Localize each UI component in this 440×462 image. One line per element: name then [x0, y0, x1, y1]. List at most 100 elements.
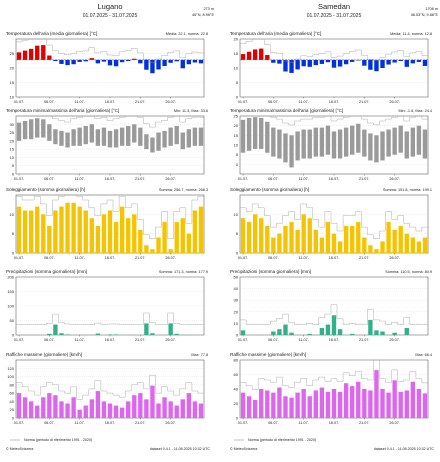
panel-2: Temperatura minima/massima dell'aria (gi…	[6, 108, 208, 181]
x-tick-label: 11.07.	[299, 421, 309, 425]
data-bar	[271, 237, 276, 253]
cold-anomaly-bar	[65, 59, 70, 66]
data-bar	[89, 218, 94, 253]
data-bar	[386, 392, 391, 418]
x-tick-label: 16.07.	[329, 338, 340, 342]
station-period: 01.07.2025 - 31.07.2025	[307, 13, 362, 19]
x-tick-label: 06.07.	[44, 177, 55, 181]
y-tick-label: 5	[236, 80, 239, 85]
y-tick-label: 20	[234, 401, 239, 406]
range-bar	[313, 127, 318, 157]
y-tick-label: 40	[234, 387, 239, 392]
range-bar	[295, 131, 300, 161]
data-bar	[83, 405, 88, 418]
data-bar	[59, 333, 64, 335]
y-tick-label: 30	[234, 298, 239, 303]
data-bar	[422, 393, 428, 418]
data-bar	[41, 397, 46, 418]
data-bar	[289, 222, 294, 253]
warm-anomaly-bar	[47, 55, 52, 60]
data-bar	[337, 391, 343, 418]
legend-label: Norma (periodo di riferimento 1991 - 202…	[248, 438, 316, 442]
warm-anomaly-bar	[246, 51, 252, 60]
cold-anomaly-bar	[162, 59, 167, 66]
range-bar	[180, 132, 185, 150]
data-bar	[319, 237, 325, 253]
data-bar	[119, 206, 125, 253]
y-tick-label: 0	[236, 333, 239, 338]
x-tick-label: 26.07.	[389, 421, 400, 425]
data-bar	[283, 396, 288, 418]
cold-anomaly-bar	[53, 59, 58, 62]
y-tick-label: 60	[10, 391, 15, 396]
cold-anomaly-bar	[198, 59, 204, 64]
panel-4: Precipitazioni (somma giornaliera) [mm] S…	[230, 269, 432, 342]
cold-anomaly-bar	[350, 59, 355, 62]
data-bar	[307, 218, 312, 253]
cold-anomaly-bar	[126, 59, 131, 62]
data-bar	[65, 403, 70, 418]
data-bar	[198, 206, 204, 253]
data-bar	[374, 370, 379, 418]
range-bar	[162, 130, 167, 148]
data-bar	[138, 393, 143, 418]
data-bar	[119, 407, 125, 418]
x-tick-label: 26.07.	[389, 338, 400, 342]
y-tick-label: 50	[10, 318, 15, 323]
data-bar	[319, 387, 325, 418]
cold-anomaly-bar	[325, 59, 331, 63]
data-bar	[180, 399, 185, 418]
data-bar	[168, 323, 173, 335]
panel-1: Temperatura dell'aria (media giornaliera…	[6, 31, 208, 104]
range-bar	[416, 125, 422, 155]
data-bar	[374, 249, 379, 253]
y-tick-label: 0	[12, 333, 15, 338]
range-bar	[271, 127, 276, 157]
y-tick-label: 120	[7, 366, 14, 371]
data-bar	[350, 225, 355, 253]
x-tick-label: 01.07.	[14, 100, 25, 104]
data-bar	[404, 390, 409, 418]
y-tick-label: 10	[10, 212, 15, 217]
data-bar	[271, 392, 276, 418]
data-bar	[422, 237, 428, 253]
station-altitude: 1708 m	[425, 7, 438, 11]
data-bar	[301, 389, 306, 418]
range-bar	[77, 127, 82, 146]
x-tick-label: 21.07.	[135, 100, 146, 104]
data-bar	[325, 222, 331, 253]
warm-anomaly-bar	[35, 45, 40, 60]
x-tick-label: 26.07.	[165, 338, 176, 342]
data-bar	[144, 323, 149, 335]
x-tick-label: 11.07.	[75, 177, 85, 181]
reference-envelope	[16, 312, 204, 325]
cold-anomaly-bar	[301, 59, 306, 67]
data-bar	[65, 202, 70, 253]
x-tick-label: 26.07.	[389, 177, 400, 181]
range-bar	[392, 127, 397, 155]
data-bar	[156, 237, 161, 253]
x-tick-label: 26.07.	[165, 177, 176, 181]
data-bar	[192, 210, 198, 253]
data-bar	[162, 222, 167, 253]
x-tick-label: 21.07.	[359, 338, 370, 342]
x-tick-label: 01.07.	[238, 421, 249, 425]
x-tick-label: 06.07.	[268, 177, 279, 181]
data-bar	[113, 405, 119, 418]
x-tick-label: 21.07.	[359, 177, 370, 181]
data-bar	[150, 385, 155, 418]
range-bar	[380, 131, 385, 161]
station-coords: 46.53°N, 9.88°E	[411, 13, 439, 17]
data-bar	[404, 233, 409, 253]
panel-4: Precipitazioni (somma giornaliera) [mm] S…	[6, 269, 208, 342]
y-tick-label: 20	[234, 309, 239, 314]
x-tick-label: 16.07.	[329, 256, 340, 260]
data-bar	[252, 214, 258, 253]
panel-3: Soleggiamento (somma giornaliera) [h] Som…	[230, 187, 432, 260]
range-bar	[252, 117, 258, 149]
cold-anomaly-bar	[380, 59, 385, 68]
data-bar	[107, 210, 113, 253]
station-lugano: Lugano 01.07.2025 - 31.07.2025 273 m 46°N, …	[6, 2, 214, 425]
y-tick-label: 20	[234, 123, 239, 128]
data-bar	[410, 381, 416, 418]
